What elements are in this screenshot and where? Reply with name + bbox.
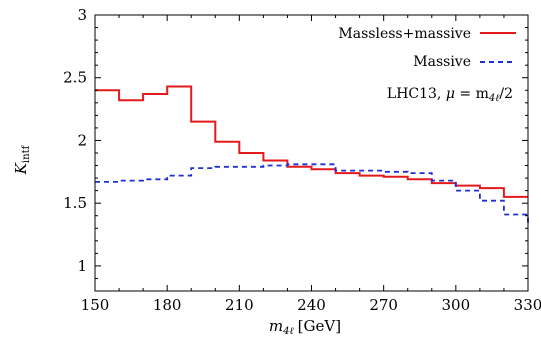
x-axis-title-sub: 4ℓ [282,326,294,337]
y-tick-label: 1.5 [63,194,87,212]
x-tick-label: 180 [153,296,182,314]
x-tick-label: 210 [225,296,254,314]
x-axis-title-unit: [GeV] [298,317,341,335]
y-axis-title: Kintf [12,144,32,175]
y-axis-title-sub: intf [21,144,32,163]
y-tick-label: 2.5 [63,69,87,87]
x-axis-title-main: m [269,317,283,335]
annotation-eq: = m [455,86,489,102]
legend-label-massive: Massive [413,54,471,70]
x-tick-label: 300 [442,296,471,314]
annotation-mu: μ [446,86,455,102]
y-tick-label: 2 [77,131,87,149]
x-axis-ticks: 150 180 210 240 270 300 330 [81,15,541,314]
x-tick-label: 150 [81,296,110,314]
y-axis-title-group: Kintf [12,144,32,175]
annotation: LHC13, μ = m4ℓ/2 [387,86,513,104]
x-axis-title: m4ℓ [GeV] [269,317,341,337]
y-axis-ticks: 1 1.5 2 2.5 3 [63,6,528,279]
series-line-massive [95,163,529,226]
annotation-suffix: /2 [499,86,513,102]
series-line-massless-massive [95,85,528,198]
x-tick-label: 240 [297,296,326,314]
y-axis-title-main: K [12,162,30,175]
annotation-sub: 4ℓ [488,93,500,104]
x-tick-label: 330 [514,296,541,314]
legend: Massless+massive Massive [338,26,516,70]
annotation-prefix: LHC13, [387,86,446,102]
y-tick-label: 3 [77,6,87,24]
legend-label-massless-massive: Massless+massive [338,26,471,42]
y-tick-label: 1 [77,257,87,275]
plot-marks [95,85,529,226]
x-tick-label: 270 [369,296,398,314]
